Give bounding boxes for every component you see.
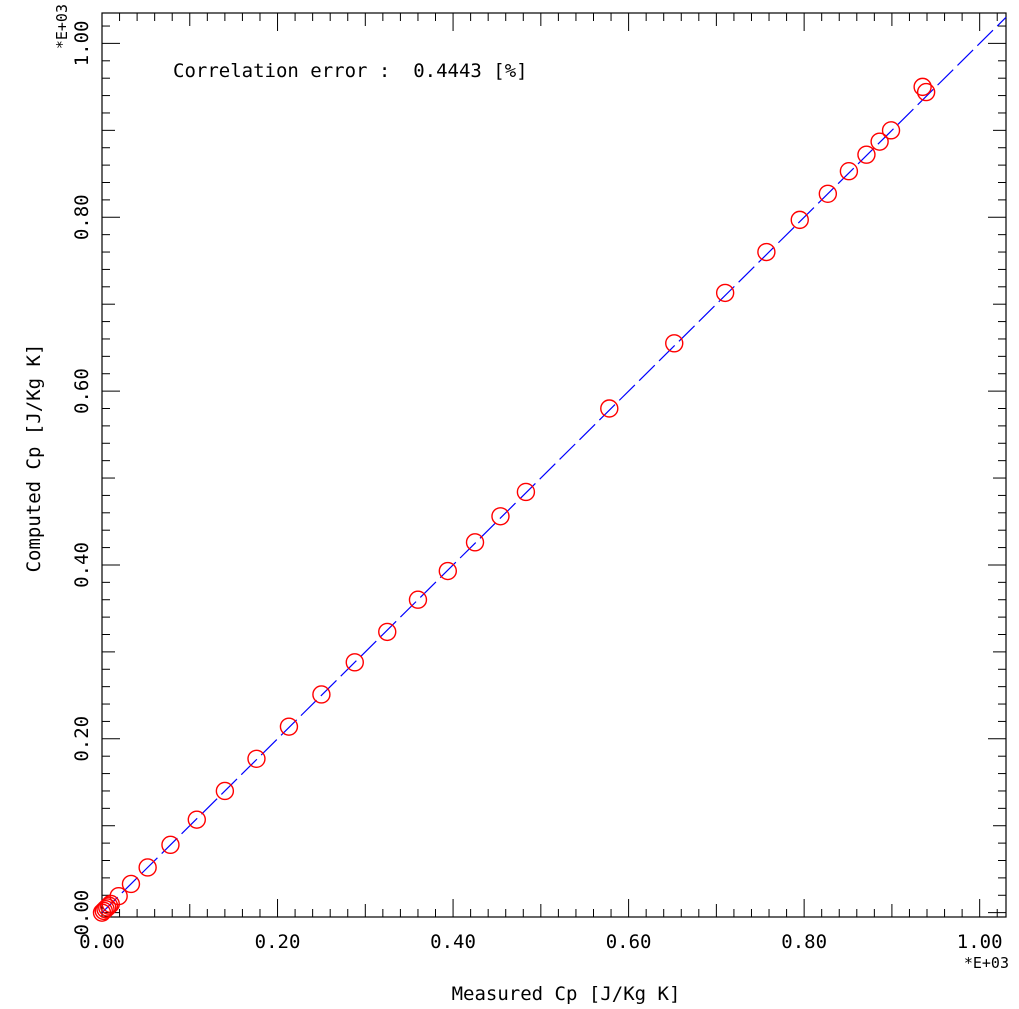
correlation-annotation: Correlation error : 0.4443 [%] xyxy=(173,60,528,82)
data-point xyxy=(715,283,735,303)
x-tick-label: 0.00 xyxy=(79,931,125,953)
plot-frame xyxy=(101,12,1007,918)
data-point xyxy=(870,132,889,151)
data-point xyxy=(138,858,157,877)
data-point xyxy=(465,533,485,552)
y-tick-label: 0.60 xyxy=(71,368,93,414)
data-point xyxy=(99,896,119,915)
y-tick-label: 1.00 xyxy=(71,21,93,67)
data-point xyxy=(161,835,180,855)
x-tick-label: 0.80 xyxy=(781,931,827,953)
x-tick-label: 0.20 xyxy=(255,931,301,953)
data-point xyxy=(98,898,117,917)
axis-ticks xyxy=(101,13,1006,917)
data-point xyxy=(408,590,428,609)
data-point xyxy=(378,622,397,642)
y-axis-label: Computed Cp [J/Kg K] xyxy=(23,344,45,573)
y-tick-label: 0.20 xyxy=(71,716,93,762)
data-point xyxy=(516,482,536,502)
data-point xyxy=(757,242,776,262)
data-point xyxy=(345,653,364,672)
y-tick-label: 0.80 xyxy=(71,194,93,240)
data-point xyxy=(491,507,510,526)
data-point xyxy=(857,145,876,164)
y-multiplier: *E+03 xyxy=(53,4,71,49)
x-tick-label: 0.40 xyxy=(430,931,476,953)
x-tick-labels: 0.00 0.20 0.40 0.60 0.80 1.00 xyxy=(79,931,1002,953)
x-tick-label: 1.00 xyxy=(957,931,1003,953)
x-axis-label: Measured Cp [J/Kg K] xyxy=(452,983,681,1005)
data-point xyxy=(438,561,458,581)
data-point xyxy=(913,77,932,97)
data-point xyxy=(247,749,266,768)
data-point xyxy=(818,184,838,204)
data-point xyxy=(109,886,128,906)
data-point xyxy=(916,82,936,102)
data-point xyxy=(279,717,299,736)
data-points xyxy=(92,77,936,922)
data-point xyxy=(790,210,809,230)
x-tick-label: 0.60 xyxy=(606,931,652,953)
data-point xyxy=(96,899,115,919)
data-point xyxy=(187,810,206,829)
data-point xyxy=(121,874,141,894)
x-multiplier: *E+03 xyxy=(964,954,1009,972)
data-point xyxy=(881,121,901,140)
y-tick-labels: 0.00 0.20 0.40 0.60 0.80 1.00 xyxy=(71,21,93,936)
y-tick-label: 0.00 xyxy=(71,890,93,936)
y-tick-label: 0.40 xyxy=(71,542,93,588)
data-point xyxy=(312,685,331,704)
reference-line xyxy=(101,16,1007,914)
data-point xyxy=(600,399,619,418)
data-point xyxy=(215,781,235,801)
data-point xyxy=(94,901,113,921)
data-point xyxy=(839,161,859,181)
data-point xyxy=(665,334,684,353)
